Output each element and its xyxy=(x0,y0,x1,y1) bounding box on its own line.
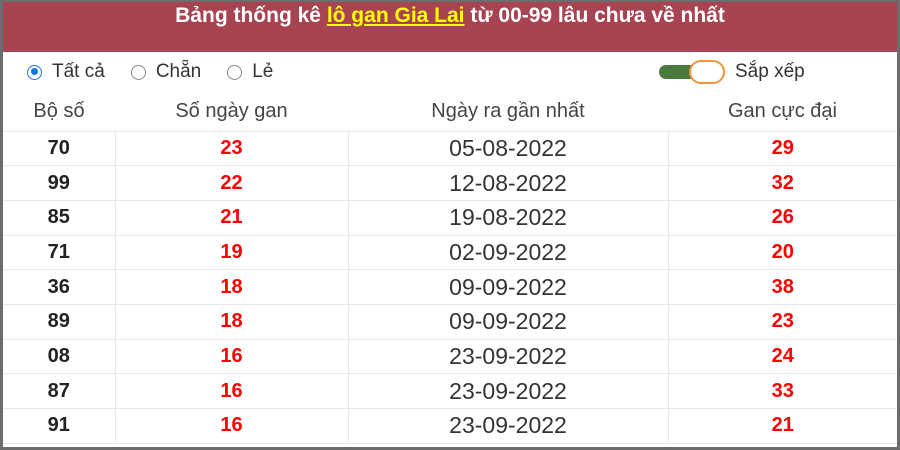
title-prefix: Bảng thống kê xyxy=(175,4,327,27)
max-gan-cell: 29 xyxy=(667,131,897,167)
days-cell: 23 xyxy=(114,131,349,167)
table-row: 08 16 23-09-2022 24 xyxy=(3,339,897,375)
table-row: 85 21 19-08-2022 26 xyxy=(3,200,897,236)
days-cell: 16 xyxy=(114,373,349,409)
max-gan-cell: 33 xyxy=(667,373,897,409)
sort-label: Sắp xếp xyxy=(735,61,805,82)
radio-icon[interactable] xyxy=(130,64,146,80)
table-row: 70 23 05-08-2022 29 xyxy=(3,131,897,167)
filter-bar: Tất cả Chẵn Lẻ Sắp xếp xyxy=(3,52,897,92)
lo-gan-table: Bộ số Số ngày gan Ngày ra gần nhất Gan c… xyxy=(3,92,897,444)
days-cell: 22 xyxy=(114,165,349,201)
col-header-last-date[interactable]: Ngày ra gần nhất xyxy=(348,92,668,132)
last-date-cell: 19-08-2022 xyxy=(347,200,669,236)
days-cell: 18 xyxy=(114,304,349,340)
filter-label: Lẻ xyxy=(252,61,274,82)
table-row: 87 16 23-09-2022 33 xyxy=(3,373,897,409)
col-header-max-gan[interactable]: Gan cực đại xyxy=(668,92,897,132)
col-header-number[interactable]: Bộ số xyxy=(3,92,115,132)
last-date-cell: 23-09-2022 xyxy=(347,408,669,444)
widget-title: Bảng thống kê lô gan Gia Lai từ 00-99 lâ… xyxy=(3,2,897,52)
last-date-cell: 02-09-2022 xyxy=(347,235,669,271)
sort-control[interactable]: Sắp xếp xyxy=(659,60,805,84)
radio-icon[interactable] xyxy=(227,64,243,80)
last-date-cell: 09-09-2022 xyxy=(347,269,669,305)
filter-even[interactable]: Chẵn xyxy=(130,61,202,83)
max-gan-cell: 32 xyxy=(667,165,897,201)
title-suffix: từ 00-99 lâu chưa về nhất xyxy=(464,4,725,27)
days-cell: 16 xyxy=(114,339,349,375)
days-cell: 16 xyxy=(114,408,349,444)
number-cell: 70 xyxy=(3,131,116,167)
max-gan-cell: 23 xyxy=(667,304,897,340)
col-header-days[interactable]: Số ngày gan xyxy=(115,92,348,132)
lo-gan-link[interactable]: lô gan Gia Lai xyxy=(326,4,465,27)
max-gan-cell: 26 xyxy=(667,200,897,236)
table-row: 91 16 23-09-2022 21 xyxy=(3,408,897,444)
number-cell: 99 xyxy=(3,165,116,201)
table-row: 71 19 02-09-2022 20 xyxy=(3,235,897,271)
table-row: 99 22 12-08-2022 32 xyxy=(3,165,897,201)
number-cell: 71 xyxy=(3,235,116,271)
table-header: Bộ số Số ngày gan Ngày ra gần nhất Gan c… xyxy=(3,92,897,132)
max-gan-cell: 24 xyxy=(667,339,897,375)
filter-all[interactable]: Tất cả xyxy=(27,61,105,83)
radio-icon[interactable] xyxy=(27,64,42,80)
max-gan-cell: 21 xyxy=(667,408,897,444)
number-cell: 91 xyxy=(3,408,116,444)
days-cell: 19 xyxy=(114,235,349,271)
days-cell: 21 xyxy=(114,200,349,236)
sort-toggle[interactable] xyxy=(659,60,725,84)
table-row: 36 18 09-09-2022 38 xyxy=(3,269,897,305)
number-cell: 85 xyxy=(3,200,116,236)
filter-label: Chẵn xyxy=(155,61,202,82)
last-date-cell: 09-09-2022 xyxy=(347,304,669,340)
last-date-cell: 23-09-2022 xyxy=(347,339,669,375)
toggle-knob[interactable] xyxy=(689,60,725,84)
last-date-cell: 12-08-2022 xyxy=(347,165,669,201)
number-cell: 89 xyxy=(3,304,116,340)
max-gan-cell: 38 xyxy=(667,269,897,305)
max-gan-cell: 20 xyxy=(667,235,897,271)
number-cell: 36 xyxy=(3,269,116,305)
table-row: 89 18 09-09-2022 23 xyxy=(3,304,897,340)
last-date-cell: 05-08-2022 xyxy=(347,131,669,167)
last-date-cell: 23-09-2022 xyxy=(347,373,669,409)
days-cell: 18 xyxy=(114,269,349,305)
number-cell: 87 xyxy=(3,373,116,409)
filter-odd[interactable]: Lẻ xyxy=(227,61,273,83)
filter-label: Tất cả xyxy=(52,61,105,82)
number-cell: 08 xyxy=(3,339,116,375)
